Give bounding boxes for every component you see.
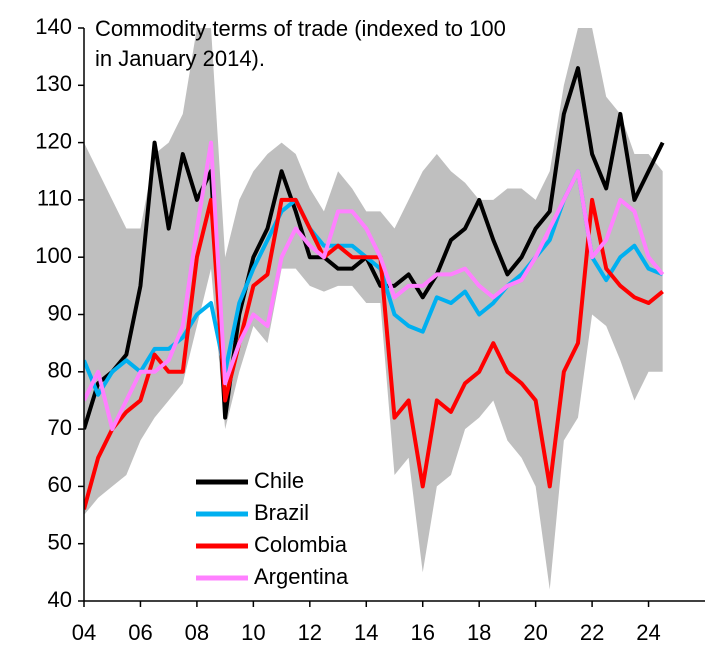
annotations: Commodity terms of trade (indexed to 100… [35,14,705,645]
x-tick-label: 22 [580,620,604,645]
lines [84,66,665,510]
y-tick-label: 120 [35,128,72,153]
x-tick-label: 12 [298,620,322,645]
x-tick-label: 06 [128,620,152,645]
legend-label: Chile [254,468,304,493]
legend-label: Brazil [254,500,309,525]
chart-title: Commodity terms of trade (indexed to 100 [95,16,506,41]
x-tick-label: 08 [185,620,209,645]
legend-label: Colombia [254,532,348,557]
x-tick-label: 16 [410,620,434,645]
y-tick-label: 90 [48,300,72,325]
y-tick-label: 130 [35,71,72,96]
y-tick-label: 140 [35,14,72,39]
chart-title: in January 2014). [95,46,265,71]
series-line [84,66,665,430]
y-tick-label: 70 [48,415,72,440]
x-tick-label: 20 [523,620,547,645]
x-tick-label: 24 [636,620,660,645]
legend-label: Argentina [254,564,349,589]
plot-area [84,28,663,590]
x-tick-label: 04 [72,620,96,645]
y-tick-label: 40 [48,587,72,612]
y-tick-label: 110 [37,186,72,211]
y-tick-label: 100 [35,243,72,268]
range-band [84,28,663,590]
y-tick-label: 60 [48,472,72,497]
y-tick-label: 50 [48,530,72,555]
series-line [84,140,665,432]
series-line [84,197,664,510]
x-tick-label: 18 [467,620,491,645]
x-tick-label: 10 [241,620,265,645]
y-tick-label: 80 [48,358,72,383]
x-tick-label: 14 [354,620,378,645]
